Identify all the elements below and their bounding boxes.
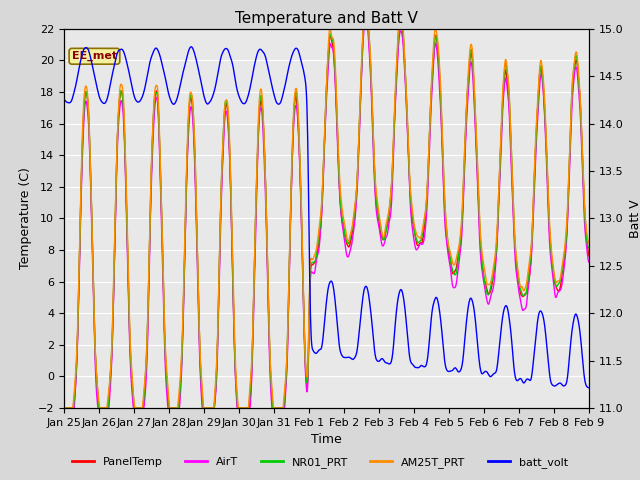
batt_volt xyxy=(100,100,108,106)
AirT xyxy=(100,405,108,411)
AM25T_PRT xyxy=(326,26,333,32)
Line: PanelTemp: PanelTemp xyxy=(64,29,589,408)
batt_volt xyxy=(188,44,195,49)
NR01_PRT xyxy=(303,380,311,385)
PanelTemp xyxy=(360,26,367,32)
Line: AM25T_PRT: AM25T_PRT xyxy=(64,29,589,408)
AM25T_PRT xyxy=(100,405,108,411)
AirT xyxy=(360,26,368,32)
AirT xyxy=(294,113,301,119)
PanelTemp xyxy=(283,366,291,372)
PanelTemp xyxy=(359,39,367,45)
X-axis label: Time: Time xyxy=(311,433,342,446)
NR01_PRT xyxy=(100,405,108,411)
AirT xyxy=(60,405,68,411)
batt_volt xyxy=(283,73,291,79)
Legend: PanelTemp, AirT, NR01_PRT, AM25T_PRT, batt_volt: PanelTemp, AirT, NR01_PRT, AM25T_PRT, ba… xyxy=(68,452,572,472)
Y-axis label: Batt V: Batt V xyxy=(629,199,640,238)
AM25T_PRT xyxy=(283,358,291,364)
batt_volt xyxy=(60,97,68,103)
AM25T_PRT xyxy=(60,405,68,411)
PanelTemp xyxy=(294,110,301,116)
Line: NR01_PRT: NR01_PRT xyxy=(64,29,589,408)
PanelTemp xyxy=(303,383,311,388)
batt_volt xyxy=(359,294,367,300)
PanelTemp xyxy=(585,252,593,258)
NR01_PRT xyxy=(122,181,130,187)
Line: batt_volt: batt_volt xyxy=(64,47,589,388)
AirT xyxy=(283,371,291,377)
batt_volt xyxy=(585,385,593,391)
NR01_PRT xyxy=(283,360,291,366)
AM25T_PRT xyxy=(122,171,130,177)
batt_volt xyxy=(122,56,130,62)
NR01_PRT xyxy=(294,100,301,106)
AirT xyxy=(122,192,130,198)
Text: EE_met: EE_met xyxy=(72,51,117,61)
NR01_PRT xyxy=(359,40,367,46)
NR01_PRT xyxy=(360,26,367,32)
AM25T_PRT xyxy=(303,374,311,380)
AM25T_PRT xyxy=(585,240,593,246)
Line: AirT: AirT xyxy=(64,29,589,408)
Y-axis label: Temperature (C): Temperature (C) xyxy=(19,168,32,269)
NR01_PRT xyxy=(60,405,68,411)
PanelTemp xyxy=(122,182,130,188)
AM25T_PRT xyxy=(359,29,367,35)
AirT xyxy=(359,48,367,53)
Title: Temperature and Batt V: Temperature and Batt V xyxy=(235,11,418,26)
AM25T_PRT xyxy=(294,97,301,103)
batt_volt xyxy=(294,47,301,53)
PanelTemp xyxy=(60,405,68,411)
batt_volt xyxy=(303,118,311,124)
NR01_PRT xyxy=(585,244,593,250)
AirT xyxy=(585,259,593,265)
AirT xyxy=(303,389,311,395)
PanelTemp xyxy=(100,405,108,411)
